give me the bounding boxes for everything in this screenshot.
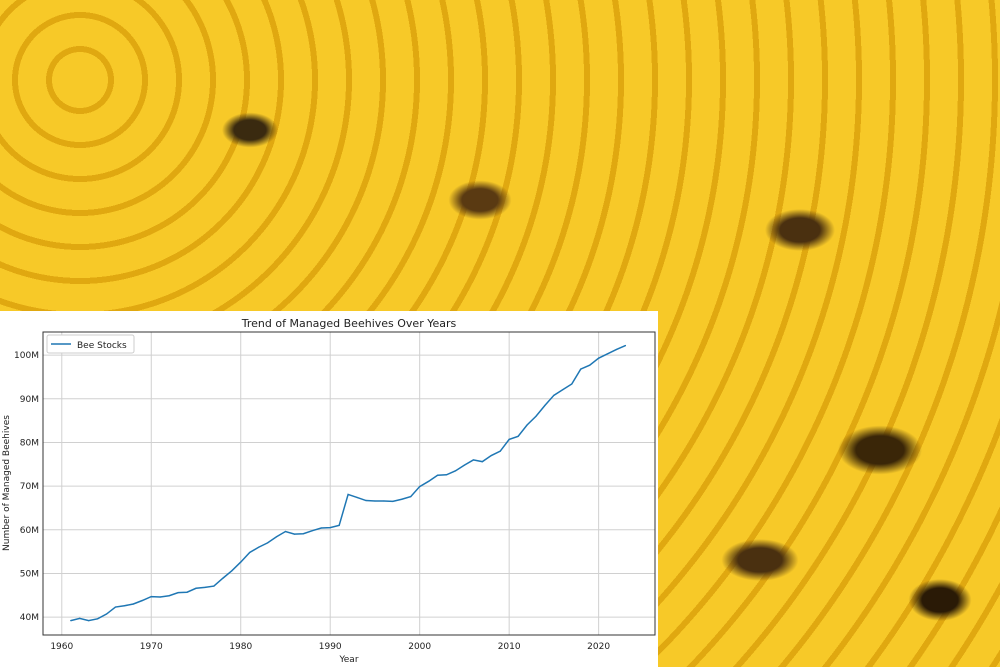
data-point: [553, 394, 555, 396]
data-point: [374, 500, 376, 502]
y-tick-label: 80M: [20, 438, 39, 448]
data-point: [463, 464, 466, 466]
data-point: [580, 368, 582, 370]
data-point: [88, 619, 90, 622]
x-tick-label: 2010: [498, 642, 521, 652]
legend-label: Bee Stocks: [77, 341, 127, 351]
data-point: [168, 595, 170, 597]
data-point: [186, 591, 188, 593]
y-tick-label: 40M: [20, 613, 39, 623]
data-point: [445, 474, 448, 476]
data-point: [123, 605, 126, 607]
x-tick-label: 1990: [319, 642, 342, 652]
data-point: [275, 536, 278, 538]
data-point: [410, 495, 412, 498]
ticks: 1960 1970 1980 1990 2000 2010 2020 40M 50M 60M 70M…: [14, 351, 610, 652]
chart-panel: 1960 1970 1980 1990 2000 2010 2020 40M 50M 60M 70M…: [0, 311, 658, 667]
data-point: [615, 348, 618, 351]
legend: Bee Stocks: [46, 334, 135, 354]
data-point: [114, 606, 117, 608]
x-tick-label: 2020: [587, 642, 610, 652]
data-point: [544, 404, 546, 406]
grid: [43, 332, 655, 635]
data-point: [222, 577, 224, 579]
plot-frame: [42, 331, 656, 636]
data-point: [329, 526, 331, 529]
data-point: [266, 542, 269, 544]
data-point: [70, 619, 72, 622]
data-point: [490, 454, 492, 457]
data-point: [177, 592, 179, 594]
line-chart: 1960 1970 1980 1990 2000 2010 2020 40M 50M 60M 70M…: [2, 317, 656, 665]
y-tick-label: 50M: [20, 569, 39, 579]
data-point: [96, 618, 99, 620]
data-point: [258, 546, 260, 548]
data-point: [311, 530, 313, 532]
data-point: [589, 364, 591, 366]
data-point: [338, 524, 340, 527]
y-tick-label: 90M: [20, 395, 39, 405]
data-point: [481, 461, 483, 463]
data-point: [213, 585, 215, 587]
data-point: [231, 570, 233, 572]
x-axis-label: Year: [338, 655, 358, 665]
data-point: [401, 498, 403, 500]
data-point: [499, 450, 501, 452]
data-point: [132, 603, 134, 605]
data-point: [383, 500, 385, 502]
data-point: [428, 480, 430, 482]
data-point: [356, 496, 358, 499]
data-point: [562, 389, 564, 391]
x-tick-label: 1980: [229, 642, 252, 652]
data-point: [508, 438, 510, 441]
y-axis-label: Number of Managed Beehives: [2, 415, 12, 551]
data-point: [419, 485, 421, 488]
data-point: [535, 415, 537, 417]
y-tick-label: 70M: [20, 482, 39, 492]
data-point: [141, 599, 143, 602]
x-tick-label: 1960: [50, 642, 73, 652]
y-tick-label: 100M: [14, 351, 39, 361]
data-point: [606, 353, 609, 355]
data-point: [454, 470, 457, 472]
data-point: [240, 561, 242, 563]
data-point: [347, 493, 349, 496]
data-point: [293, 533, 296, 535]
data-point: [105, 613, 108, 615]
y-tick-label: 60M: [20, 526, 39, 536]
data-point: [598, 357, 600, 359]
data-point: [571, 383, 573, 385]
data-point: [284, 530, 287, 533]
data-point: [204, 586, 206, 589]
data-point: [472, 459, 474, 461]
x-tick-label: 2000: [408, 642, 431, 652]
series-line-bee-stocks: [70, 344, 626, 622]
data-point: [436, 474, 439, 476]
chart-title: Trend of Managed Beehives Over Years: [241, 317, 457, 330]
x-tick-label: 1970: [140, 642, 163, 652]
data-point: [79, 617, 81, 620]
data-point: [624, 344, 627, 347]
data-point: [526, 424, 528, 426]
data-point: [365, 499, 367, 502]
data-point: [302, 533, 304, 535]
data-point: [159, 596, 161, 598]
data-point: [392, 500, 394, 503]
data-point: [517, 435, 519, 437]
data-point: [249, 551, 251, 554]
data-point: [320, 527, 322, 529]
data-point: [195, 587, 197, 589]
data-point: [150, 595, 152, 598]
